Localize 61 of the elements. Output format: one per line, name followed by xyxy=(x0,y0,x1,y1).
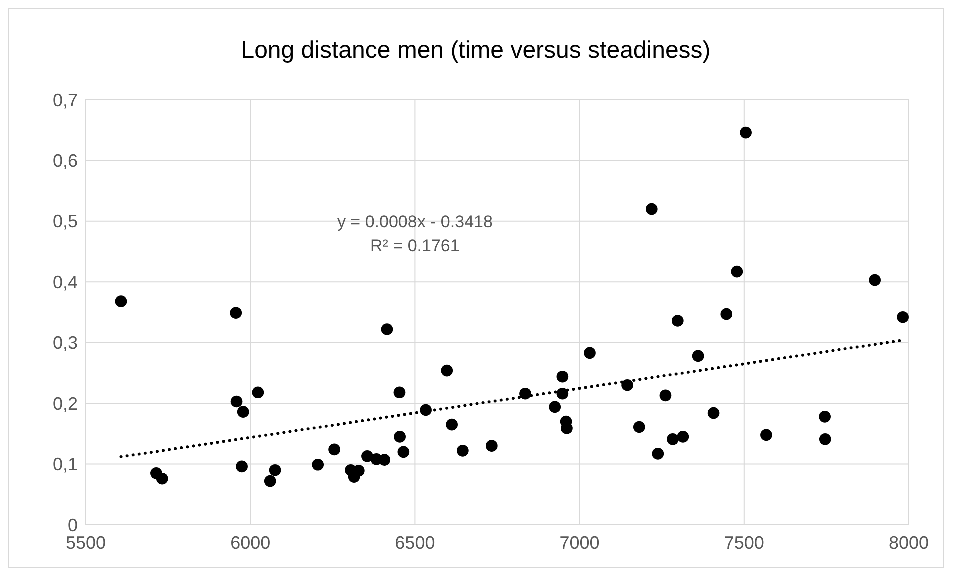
y-tick-label: 0 xyxy=(68,515,78,536)
point xyxy=(230,307,242,320)
point xyxy=(236,460,248,473)
point xyxy=(556,370,569,383)
point xyxy=(677,431,690,443)
point xyxy=(708,407,720,420)
y-tick-label: 0,2 xyxy=(52,394,78,414)
point xyxy=(230,396,243,408)
chart-title: Long distance men (time versus steadiness) xyxy=(241,37,711,64)
annotation: R² = 0.1761 xyxy=(370,236,460,256)
x-tick-label: 5500 xyxy=(66,533,106,553)
x-tick-label: 7000 xyxy=(560,533,600,553)
point xyxy=(760,429,772,442)
point xyxy=(819,433,832,446)
point xyxy=(378,454,390,466)
point xyxy=(584,347,596,360)
point xyxy=(520,388,532,400)
y-tick-label: 0,1 xyxy=(52,454,78,475)
point xyxy=(692,350,704,362)
point xyxy=(549,401,562,414)
x-tick-label: 6000 xyxy=(230,533,271,553)
point xyxy=(869,274,882,286)
y-tick-label: 0,6 xyxy=(52,151,78,172)
point xyxy=(312,458,324,471)
y-tick-label: 0,7 xyxy=(52,90,78,110)
point xyxy=(156,472,168,485)
point xyxy=(720,308,733,320)
point xyxy=(362,450,374,462)
point xyxy=(457,445,469,457)
point xyxy=(652,448,664,460)
annotation: y = 0.0008x - 0.3418 xyxy=(337,212,493,232)
point xyxy=(328,444,340,456)
point xyxy=(646,203,658,216)
y-tick-label: 0,5 xyxy=(52,212,78,232)
point xyxy=(264,475,276,488)
point xyxy=(237,406,250,418)
point xyxy=(556,388,569,400)
point xyxy=(633,421,646,434)
point xyxy=(897,311,909,324)
point xyxy=(441,364,454,377)
point xyxy=(446,418,458,431)
point xyxy=(398,446,410,458)
x-tick-label: 6500 xyxy=(395,533,436,553)
point xyxy=(819,411,831,423)
point xyxy=(252,386,264,399)
point xyxy=(660,390,672,402)
x-tick-label: 7500 xyxy=(724,533,764,553)
point xyxy=(740,126,752,139)
point xyxy=(667,433,679,446)
y-tick-label: 0,4 xyxy=(52,272,78,292)
point xyxy=(381,324,394,336)
x-tick-label: 8000 xyxy=(888,533,930,553)
point xyxy=(622,379,634,392)
point xyxy=(394,431,406,443)
point xyxy=(672,315,684,327)
point xyxy=(731,266,744,278)
point xyxy=(394,386,406,399)
point xyxy=(486,440,498,452)
y-tick-label: 0,3 xyxy=(52,333,78,354)
point xyxy=(269,464,282,476)
point xyxy=(115,296,128,308)
